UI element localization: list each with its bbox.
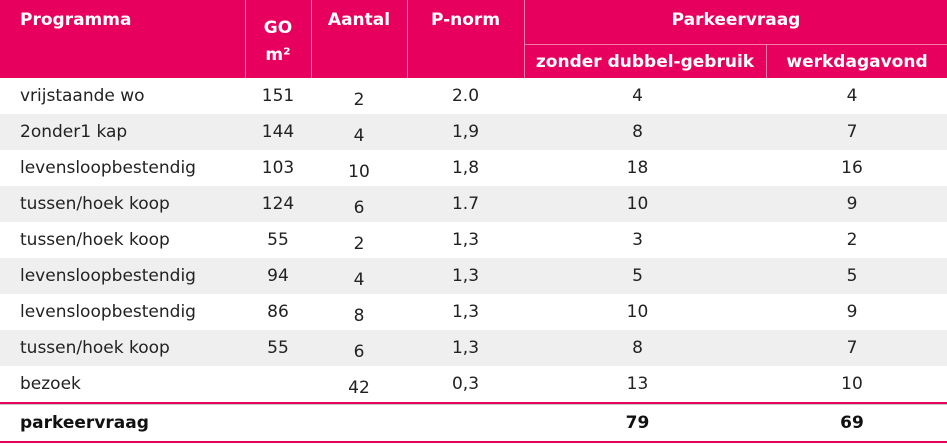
total-top-rule [0,402,947,404]
table-row: levensloopbestendig 94 4 1,3 5 5 [0,258,947,294]
cell-programma: bezoek [20,374,81,394]
cell-pnorm: 2.0 [451,86,480,106]
cell-zonder: 8 [632,122,643,142]
cell-go: 55 [267,338,289,358]
cell-werkdag: 10 [841,374,863,394]
cell-aantal: 4 [353,126,365,146]
cell-aantal: 42 [348,378,370,398]
total-zonder: 79 [625,413,650,433]
total-bottom-rule [0,441,947,443]
cell-go: 55 [267,230,289,250]
cell-programma: levensloopbestendig [20,302,196,322]
cell-zonder: 18 [626,158,649,178]
total-top-rule-shadow [0,404,947,405]
cell-go: 86 [267,302,289,322]
cell-werkdag: 7 [846,338,858,358]
cell-programma: tussen/hoek koop [20,338,170,358]
header-aantal: Aantal [327,10,391,30]
header-divider [524,0,525,78]
table-row: levensloopbestendig 86 8 1,3 10 9 [0,294,947,330]
table-row: bezoek 42 0,3 13 10 [0,366,947,402]
total-row: parkeervraag 79 69 [0,405,947,441]
cell-zonder: 10 [626,194,649,214]
cell-werkdag: 4 [846,86,858,106]
cell-zonder: 4 [632,86,643,106]
cell-werkdag: 16 [841,158,863,178]
table-row: vrijstaande wo 151 2 2.0 4 4 [0,78,947,114]
header-programma: Programma [20,10,132,30]
cell-pnorm: 1.7 [451,194,480,214]
cell-aantal: 6 [353,342,365,362]
header-parkeervraag: Parkeervraag [671,10,801,30]
cell-aantal: 4 [353,270,365,290]
cell-pnorm: 1,3 [451,338,480,358]
cell-aantal: 2 [353,90,365,110]
table-header: Programma GO m² Aantal P-norm Parkeervra… [0,0,947,78]
cell-aantal: 8 [353,306,365,326]
cell-programma: vrijstaande wo [20,86,145,106]
cell-go: 151 [261,86,295,106]
cell-programma: levensloopbestendig [20,266,196,286]
header-go-unit: m² [265,45,291,65]
cell-aantal: 2 [353,234,365,254]
cell-go: 103 [261,158,295,178]
header-zonder-dubbelgebruik: zonder dubbel-gebruik [535,52,755,72]
table-row: tussen/hoek koop 55 2 1,3 3 2 [0,222,947,258]
header-divider [245,0,246,78]
header-divider [311,0,312,78]
cell-zonder: 3 [632,230,643,250]
cell-pnorm: 0,3 [451,374,480,394]
cell-programma: levensloopbestendig [20,158,196,178]
header-subdivider [525,44,947,45]
cell-werkdag: 5 [846,266,858,286]
cell-werkdag: 2 [846,230,858,250]
header-divider [407,0,408,78]
cell-go: 144 [261,122,295,142]
cell-programma: 2onder1 kap [20,122,128,142]
cell-pnorm: 1,3 [451,230,480,250]
cell-programma: tussen/hoek koop [20,194,170,214]
header-go: GO [263,18,293,38]
cell-go: 94 [267,266,289,286]
cell-zonder: 10 [626,302,649,322]
cell-werkdag: 7 [846,122,858,142]
cell-werkdag: 9 [846,194,858,214]
header-pnorm: P-norm [430,10,501,30]
header-divider [766,45,767,78]
cell-zonder: 8 [632,338,643,358]
cell-pnorm: 1,9 [451,122,480,142]
cell-pnorm: 1,8 [451,158,480,178]
cell-programma: tussen/hoek koop [20,230,170,250]
total-label: parkeervraag [20,413,149,433]
total-werkdag: 69 [840,413,864,433]
cell-aantal: 10 [348,162,370,182]
cell-werkdag: 9 [846,302,858,322]
table-row: levensloopbestendig 103 10 1,8 18 16 [0,150,947,186]
cell-pnorm: 1,3 [451,266,480,286]
cell-aantal: 6 [353,198,365,218]
cell-pnorm: 1,3 [451,302,480,322]
table-row: tussen/hoek koop 55 6 1,3 8 7 [0,330,947,366]
cell-zonder: 5 [632,266,643,286]
table-row: 2onder1 kap 144 4 1,9 8 7 [0,114,947,150]
table-row: tussen/hoek koop 124 6 1.7 10 9 [0,186,947,222]
cell-zonder: 13 [626,374,649,394]
cell-go: 124 [261,194,295,214]
header-werkdagavond: werkdagavond [786,52,928,72]
